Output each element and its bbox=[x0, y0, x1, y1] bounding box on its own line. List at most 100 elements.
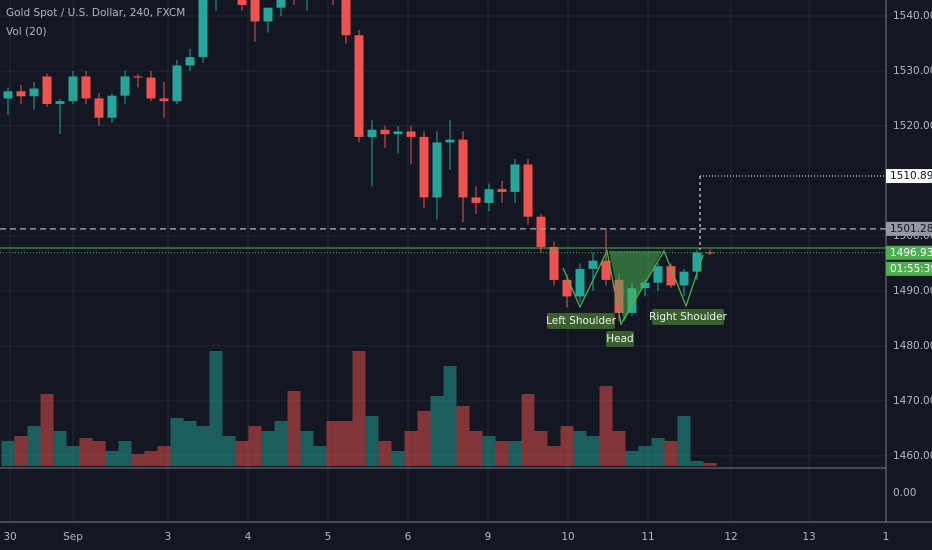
y-tick-label: 1520.00 bbox=[893, 120, 932, 132]
candle-body bbox=[185, 57, 195, 66]
candle-body bbox=[198, 0, 208, 58]
volume-bar bbox=[365, 416, 379, 466]
candle-body bbox=[549, 246, 559, 280]
price-label: 1496.93 bbox=[890, 247, 932, 259]
candle-body bbox=[601, 260, 611, 280]
x-tick-label: 11 bbox=[641, 531, 654, 543]
volume-bar bbox=[521, 394, 535, 466]
candle-body bbox=[94, 98, 104, 118]
x-tick-label: Sep bbox=[63, 531, 83, 543]
candle-body bbox=[432, 142, 442, 198]
candle-body bbox=[406, 131, 416, 137]
annotation-label: Right Shoulder bbox=[649, 311, 727, 323]
candle-body bbox=[705, 252, 715, 254]
candle-body bbox=[692, 252, 702, 272]
volume-bar bbox=[352, 351, 366, 466]
candle-body bbox=[497, 189, 507, 192]
candle-body bbox=[354, 35, 364, 137]
y-tick-label: 1460.00 bbox=[893, 450, 932, 462]
volume-bar bbox=[326, 421, 340, 466]
candle-body bbox=[484, 189, 494, 203]
annotation-box bbox=[547, 313, 615, 329]
candle-body bbox=[55, 101, 65, 104]
volume-bar bbox=[495, 441, 509, 466]
x-tick-label: 6 bbox=[405, 531, 412, 543]
countdown: 01:55:39 bbox=[890, 263, 932, 275]
volume-layer bbox=[1, 351, 717, 466]
volume-bar bbox=[430, 396, 444, 466]
price-label: 1510.89 bbox=[890, 170, 932, 182]
volume-bar bbox=[261, 431, 275, 466]
pattern-fill bbox=[609, 251, 662, 322]
volume-bar bbox=[183, 421, 197, 466]
volume-bar bbox=[456, 406, 470, 466]
candle-body bbox=[133, 76, 143, 78]
volume-bar bbox=[443, 366, 457, 466]
volume-bar bbox=[339, 421, 353, 466]
x-tick-label: 12 bbox=[724, 531, 737, 543]
x-tick-label: 3 bbox=[165, 531, 172, 543]
candle-body bbox=[276, 0, 286, 8]
pattern-line bbox=[562, 248, 704, 326]
volume-bar bbox=[638, 446, 652, 466]
annotations: Left Shoulder Head Right Shoulder bbox=[546, 309, 728, 347]
indicator-value: 0.00 bbox=[893, 487, 916, 499]
y-tick-label: 1540.00 bbox=[893, 10, 932, 22]
candle-body bbox=[588, 260, 598, 269]
volume-bar bbox=[508, 441, 522, 466]
candle-body bbox=[42, 76, 52, 104]
candle-body bbox=[341, 0, 351, 36]
volume-bar bbox=[27, 426, 41, 466]
candle-body bbox=[250, 0, 260, 22]
candle-body bbox=[393, 131, 403, 135]
volume-bar bbox=[40, 394, 54, 466]
volume-bar bbox=[625, 451, 639, 466]
y-tick-label: 1480.00 bbox=[893, 340, 932, 352]
volume-bar bbox=[469, 431, 483, 466]
candle-body bbox=[471, 197, 481, 203]
volume-bar bbox=[417, 411, 431, 466]
volume-bar bbox=[131, 454, 145, 466]
price-label-box bbox=[886, 169, 932, 184]
candle-body bbox=[81, 76, 91, 99]
volume-bar bbox=[612, 431, 626, 466]
volume-bar bbox=[196, 426, 210, 466]
candle-body bbox=[562, 279, 572, 297]
indicator-name: Vol (20) bbox=[6, 26, 47, 38]
volume-bar bbox=[209, 351, 223, 466]
candle-body bbox=[146, 77, 156, 99]
volume-bar bbox=[534, 431, 548, 466]
x-tick-label: 9 bbox=[485, 531, 492, 543]
annotation-box bbox=[606, 331, 634, 347]
x-tick-label: 10 bbox=[561, 531, 574, 543]
candle-body bbox=[666, 266, 676, 286]
volume-bar bbox=[170, 418, 184, 466]
volume-bar bbox=[703, 463, 717, 466]
volume-bar bbox=[287, 391, 301, 466]
chart-title: Gold Spot / U.S. Dollar, 240, FXCM bbox=[6, 7, 185, 19]
volume-bar bbox=[14, 436, 28, 466]
candle-body bbox=[575, 268, 585, 297]
x-tick-label: 1 bbox=[883, 531, 890, 543]
candle-body bbox=[445, 139, 455, 143]
volume-bar bbox=[690, 461, 704, 466]
volume-bar bbox=[1, 441, 15, 466]
price-label: 1501.28 bbox=[890, 223, 932, 235]
candle-body bbox=[536, 216, 546, 247]
candle-body bbox=[159, 98, 169, 102]
candle-body bbox=[107, 95, 117, 118]
volume-bar bbox=[105, 451, 119, 466]
volume-bar bbox=[573, 431, 587, 466]
candle-body bbox=[367, 129, 377, 137]
volume-bar bbox=[547, 446, 561, 466]
annotation-label: Head bbox=[606, 333, 633, 345]
candle-body bbox=[263, 7, 273, 22]
volume-bar bbox=[482, 436, 496, 466]
candle-body bbox=[172, 65, 182, 102]
candle-body bbox=[120, 76, 130, 96]
volume-bar bbox=[79, 438, 93, 466]
x-tick-label: 13 bbox=[802, 531, 815, 543]
countdown-box bbox=[886, 261, 932, 276]
x-tick-label: 5 bbox=[325, 531, 332, 543]
